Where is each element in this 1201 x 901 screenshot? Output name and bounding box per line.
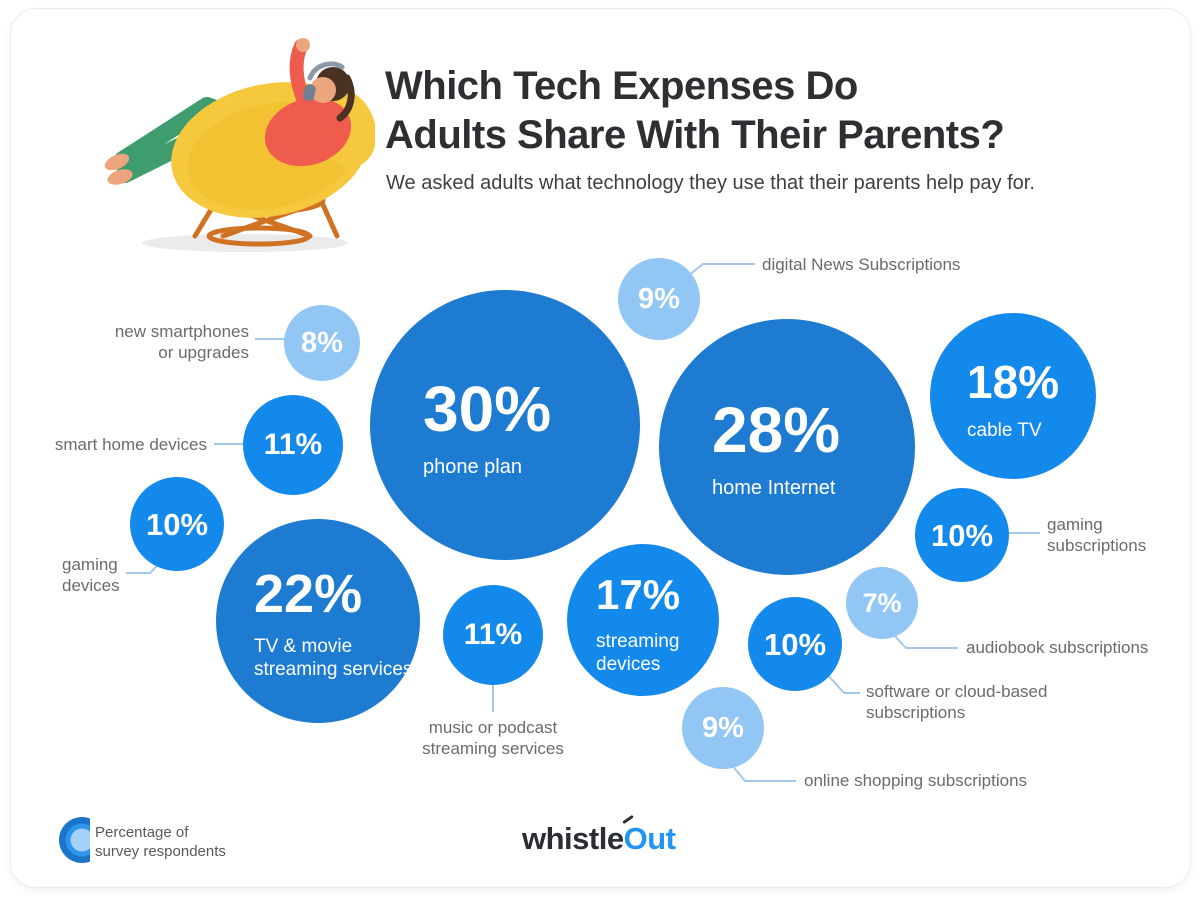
connector-online-shopping-subscriptions [730,763,796,782]
percent-label-home-internet: 28% [712,394,841,466]
bubble-music-podcast-streaming: 11% [443,585,543,685]
bubble-text-tv-movie-streaming: 22% TV & movie streaming services [254,567,412,681]
percent-label-smart-home-devices: 11% [263,428,323,461]
percent-label-phone-plan: 30% [423,373,552,445]
bubble-streaming-devices [567,544,719,696]
bubble-home-internet [659,319,915,575]
connector-audiobook-subscriptions [890,631,958,649]
percent-label-gaming-devices: 10% [145,506,209,542]
category-label-online-shopping-subscriptions: online shopping subscriptions [804,770,1028,790]
bubble-software-cloud-subscriptions: 10% [748,597,842,691]
percent-label-software-cloud-subscriptions: 10% [763,626,827,662]
category-label-streaming-devices: devices [596,654,661,676]
category-label-phone-plan: phone plan [423,456,522,478]
bubble-text-cable-tv: 18% cable TV [967,359,1059,442]
percent-label-streaming-devices: 17% [596,571,681,618]
person-in-chair-illustration [104,38,375,252]
category-label-smart-home-devices: smart home devices [54,434,207,454]
bubble-gaming-devices: 10% [130,477,224,571]
legend-text-backdrop [90,814,290,874]
bubble-tv-movie-streaming [216,519,420,723]
category-label-streaming-devices: streaming [596,631,680,652]
percent-label-audiobook-subscriptions: 7% [862,587,902,618]
category-label-gaming-subscriptions: gaming subscriptions [1047,515,1147,555]
bubble-text-streaming-devices: 17% streaming devices [596,574,680,676]
legend-label: Percentage of survey respondents [95,824,226,860]
percent-label-tv-movie-streaming: 22% [254,564,363,624]
connector-digital-news-subscriptions [687,263,755,277]
page-subtitle: We asked adults what technology they use… [386,172,1035,194]
connector-software-cloud-subscriptions [825,672,860,694]
logo-text-dark: whistle [522,821,624,856]
percent-label-cable-tv: 18% [967,356,1060,408]
category-label-audiobook-subscriptions: audiobook subscriptions [966,637,1149,657]
category-label-tv-movie-streaming: streaming services [254,659,413,681]
bubble-digital-news-subscriptions: 9% [618,258,700,340]
whistleout-logo: whistle Out [522,814,676,857]
bubble-smart-home-devices: 11% [243,395,343,495]
bubble-text-phone-plan: 30% phone plan [423,377,551,479]
category-label-home-internet: home Internet [712,477,836,499]
percent-label-gaming-subscriptions: 10% [930,517,994,553]
category-label-new-smartphones: new smartphones or upgrades [114,322,249,362]
bubble-new-smartphones: 8% [284,305,360,381]
bubble-gaming-subscriptions: 10% [915,488,1009,582]
bubble-text-home-internet: 28% home Internet [712,398,840,500]
title-line-2: Adults Share With Their Parents? [385,113,1005,157]
category-label-tv-movie-streaming: TV & movie [254,636,353,657]
bubble-phone-plan [370,290,640,560]
title-line-1: Which Tech Expenses Do [385,64,858,108]
chart-legend: Percentage of survey respondents [58,814,318,874]
percent-label-new-smartphones: 8% [301,326,343,359]
percent-label-digital-news-subscriptions: 9% [638,282,680,315]
category-label-gaming-devices: gaming devices [62,555,120,595]
category-label-music-podcast-streaming: music or podcast streaming services [422,718,564,758]
category-label-digital-news-subscriptions: digital News Subscriptions [762,254,961,274]
page-title: Which Tech Expenses Do Adults Share With… [385,62,1005,160]
category-label-cable-tv: cable TV [967,420,1042,441]
logo-text-blue: Out [623,821,676,856]
bubble-audiobook-subscriptions: 7% [846,567,918,639]
percent-label-online-shopping-subscriptions: 9% [702,711,744,744]
bubble-cable-tv [930,313,1096,479]
category-label-software-cloud-subscriptions: software or cloud-based subscriptions [866,682,1048,722]
percent-label-music-podcast-streaming: 11% [463,618,523,651]
bubble-online-shopping-subscriptions: 9% [682,687,764,769]
